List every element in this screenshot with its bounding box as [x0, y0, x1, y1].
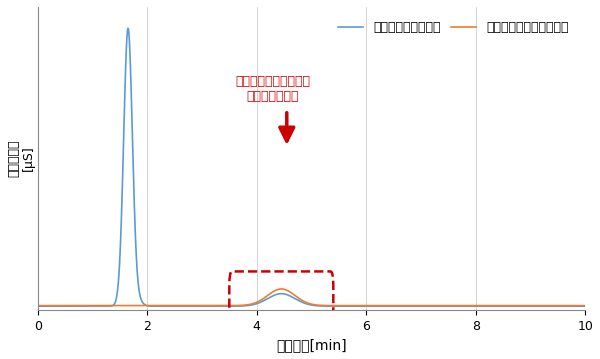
トリエチルアミン標準液 — [62, 303, 69, 308]
X-axis label: 保持時間[min]: 保持時間[min] — [276, 338, 347, 352]
Legend: クリーンルームエア, トリエチルアミン標準液: クリーンルームエア, トリエチルアミン標準液 — [334, 16, 574, 39]
トリエチルアミン標準液 — [278, 287, 285, 291]
Line: トリエチルアミン標準液: トリエチルアミン標準液 — [38, 289, 585, 306]
クリーンルームエア — [440, 304, 447, 308]
トリエチルアミン標準液 — [382, 303, 389, 308]
Line: クリーンルームエア: クリーンルームエア — [38, 28, 585, 306]
クリーンルームエア — [232, 304, 239, 308]
クリーンルームエア — [34, 304, 41, 308]
クリーンルームエア — [382, 304, 389, 308]
トリエチルアミン標準液 — [232, 303, 239, 308]
トリエチルアミン標準液 — [581, 303, 589, 308]
トリエチルアミン標準液 — [34, 303, 41, 308]
クリーンルームエア — [358, 304, 365, 308]
Y-axis label: 電気伝導度
[μS]: 電気伝導度 [μS] — [7, 140, 35, 177]
クリーンルームエア — [62, 304, 69, 308]
トリエチルアミン標準液 — [440, 303, 447, 308]
Text: 未知ピークと標準液の
保持時間が一致: 未知ピークと標準液の 保持時間が一致 — [236, 75, 311, 103]
クリーンルームエア — [469, 304, 476, 308]
トリエチルアミン標準液 — [358, 303, 365, 308]
トリエチルアミン標準液 — [469, 303, 476, 308]
クリーンルームエア — [581, 304, 589, 308]
クリーンルームエア — [124, 26, 131, 31]
